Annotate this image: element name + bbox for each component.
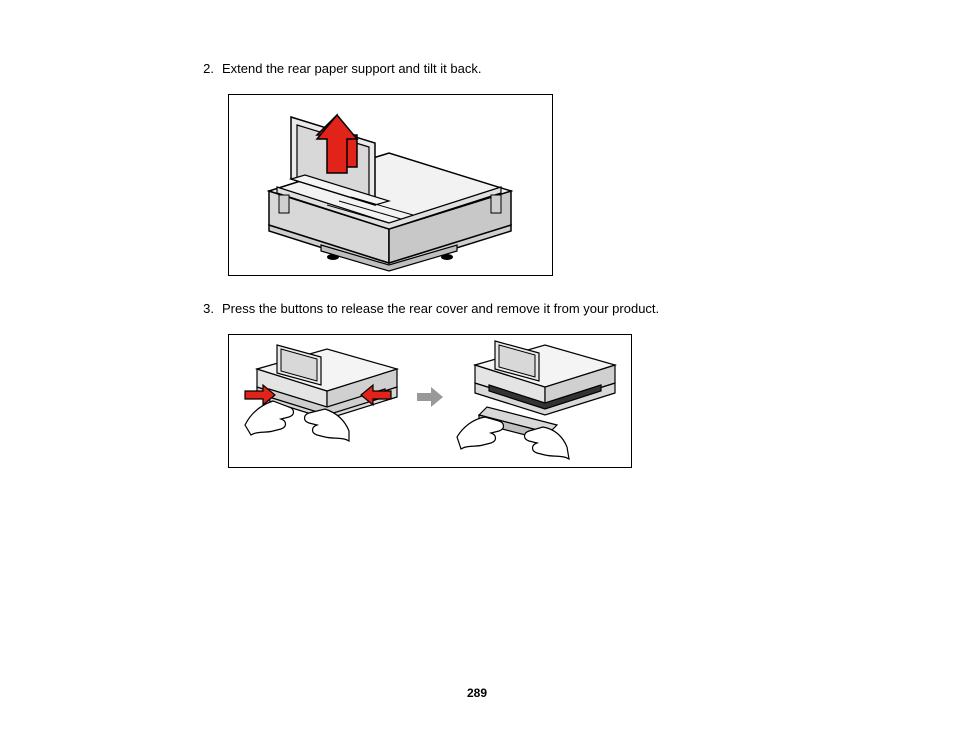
manual-page: 2. Extend the rear paper support and til… [0,0,954,738]
printer-rear-support-illustration [229,95,553,276]
figure-1 [228,94,553,276]
hand-left-hold-icon [457,417,504,449]
step-2-text: Extend the rear paper support and tilt i… [222,60,481,78]
step-2: 2. Extend the rear paper support and til… [200,60,754,78]
printer-rear-cover-release-illustration [229,335,632,468]
step-3: 3. Press the buttons to release the rear… [200,300,754,318]
figure-2-container [228,334,754,468]
step-3-text: Press the buttons to release the rear co… [222,300,659,318]
figure-1-container [228,94,754,276]
hand-right-hold-icon [525,427,570,459]
figure-2 [228,334,632,468]
step-3-number: 3. [200,300,214,318]
arrow-transition-icon [417,387,443,407]
step-2-number: 2. [200,60,214,78]
page-number: 289 [0,686,954,700]
hand-left-icon [245,401,294,435]
